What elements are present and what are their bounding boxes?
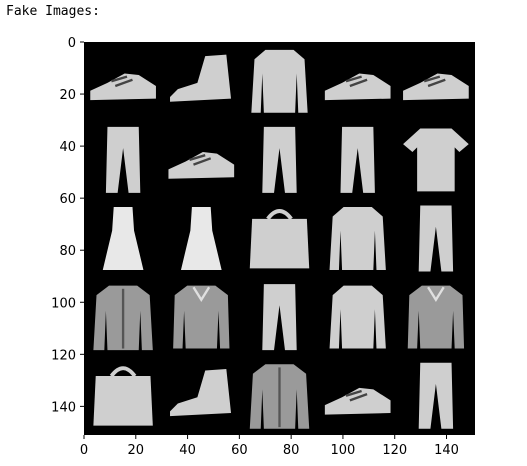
x-tick-label: 20 — [128, 443, 145, 458]
image-tile-bag — [93, 366, 153, 426]
image-tile-ankle-boot — [170, 54, 232, 102]
image-area — [84, 42, 475, 435]
image-tile-trouser — [105, 126, 141, 193]
image-tile-shirt — [407, 285, 465, 349]
image-tile-shirt — [173, 285, 230, 349]
image-tile-dress — [180, 207, 222, 270]
image-tile-dress — [102, 207, 144, 270]
x-tick-label: 140 — [434, 443, 459, 458]
image-tile-trouser — [340, 126, 375, 193]
image-tile-sneaker — [168, 152, 235, 179]
x-tick-label: 60 — [231, 443, 248, 458]
image-tile-sneaker — [403, 73, 469, 101]
image-tile-trouser — [418, 362, 454, 429]
y-tick-label: 40 — [59, 140, 76, 155]
y-tick-label: 80 — [59, 244, 76, 259]
image-tile-trouser — [418, 205, 454, 272]
x-tick-label: 80 — [283, 443, 300, 458]
image-tile-sneaker — [324, 73, 391, 101]
x-tick-label: 100 — [331, 443, 356, 458]
y-tick-label: 140 — [51, 400, 76, 415]
y-axis: 0 20 40 60 80 100 120 140 — [51, 36, 84, 415]
x-axis: 0 20 40 60 80 100 120 140 — [80, 435, 459, 458]
x-tick-label: 40 — [179, 443, 196, 458]
image-tile-sneaker — [324, 387, 391, 415]
y-tick-label: 0 — [68, 36, 76, 51]
image-tile-pullover — [329, 285, 386, 349]
image-tile-trouser — [262, 126, 297, 193]
image-tile-trouser — [262, 284, 297, 351]
y-tick-label: 100 — [51, 296, 76, 311]
image-tile-tshirt — [403, 128, 469, 192]
image-tile-coat — [93, 285, 153, 351]
x-tick-label: 0 — [80, 443, 88, 458]
image-tile-sneaker — [90, 73, 156, 101]
image-tile-pullover — [251, 49, 308, 113]
x-tick-label: 120 — [382, 443, 407, 458]
image-tile-pullover — [329, 207, 386, 270]
y-tick-label: 120 — [51, 348, 76, 363]
y-tick-label: 20 — [59, 88, 76, 103]
image-tile-coat — [249, 364, 310, 429]
y-tick-label: 60 — [59, 192, 76, 207]
image-tile-ankle-boot — [170, 368, 232, 417]
image-tile-bag — [249, 209, 310, 269]
output-label: Fake Images: — [6, 4, 100, 19]
